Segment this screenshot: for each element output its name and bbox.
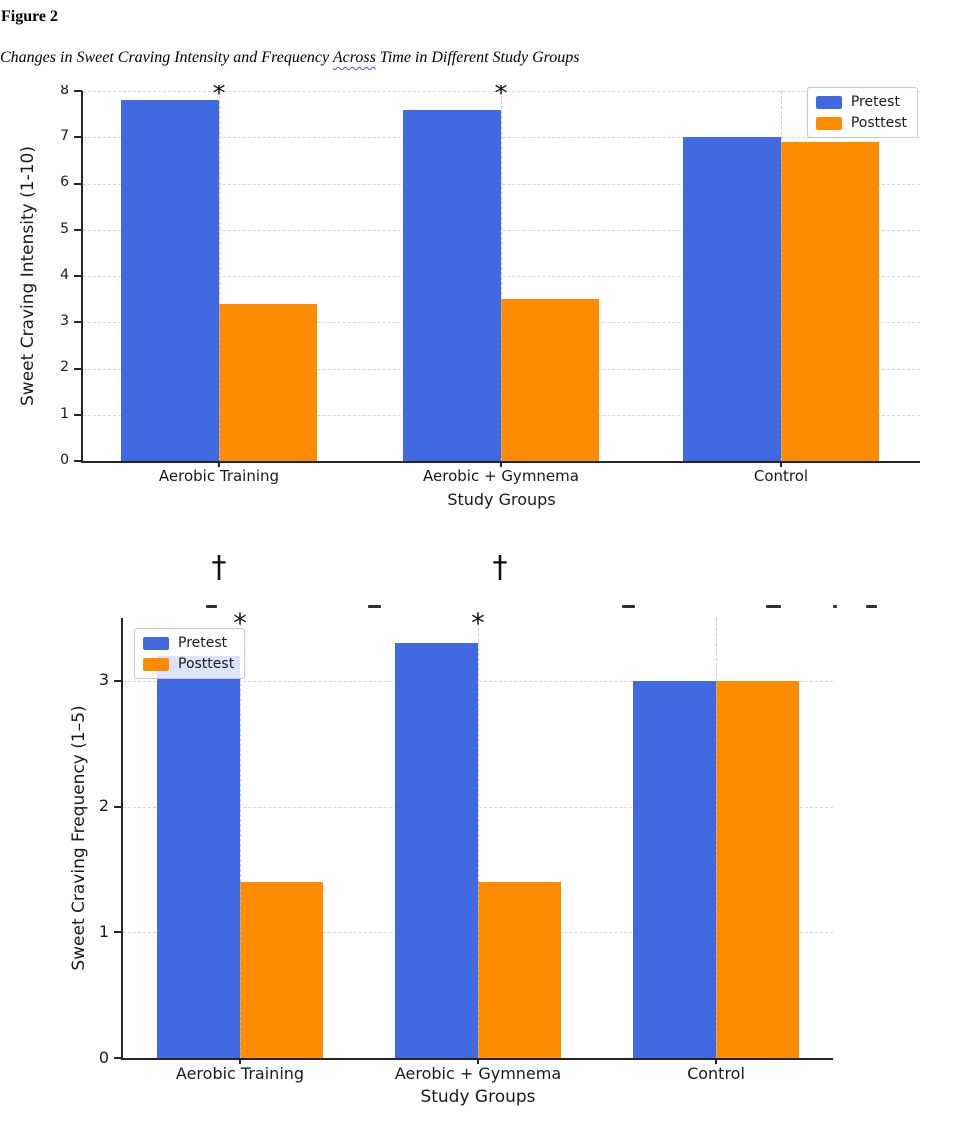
legend: Pretest Posttest	[134, 628, 246, 679]
cropped-title-fragment	[622, 605, 635, 608]
y-axis-title: Sweet Craving Intensity (1-10)	[18, 146, 38, 406]
y-tick-mark	[74, 182, 82, 185]
gridline-vertical	[240, 618, 241, 1058]
legend-label-pretest: Pretest	[178, 635, 228, 651]
gridline-vertical	[478, 618, 479, 1058]
x-axis-title: Study Groups	[420, 1087, 536, 1107]
x-tick-mark	[715, 1058, 717, 1064]
legend-swatch-posttest	[815, 116, 842, 130]
y-tick-label: 3	[60, 313, 69, 330]
gridline-vertical	[219, 91, 220, 461]
y-tick-mark	[74, 90, 82, 92]
y-tick-mark	[74, 367, 82, 370]
x-tick-mark	[218, 461, 220, 467]
y-tick-label: 1	[98, 921, 109, 941]
y-tick-label: 1	[60, 405, 69, 422]
x-tick-mark	[477, 1058, 479, 1064]
legend-swatch-pretest	[143, 636, 169, 650]
caption-text-suffix: Time in Different Study Groups	[375, 49, 580, 66]
x-axis-title: Study Groups	[447, 490, 556, 509]
x-tick-label-aerobic-training: Aerobic Training	[175, 1064, 305, 1083]
y-axis-spine	[81, 91, 83, 461]
y-tick-mark	[114, 679, 122, 682]
legend-item-posttest: Posttest	[815, 115, 907, 131]
cropped-title-fragment	[766, 605, 781, 608]
y-tick-label: 6	[60, 174, 69, 191]
bar-pretest-aerobic-gymnema	[395, 643, 478, 1058]
legend-swatch-pretest	[815, 95, 842, 109]
intensity-chart-plot: 0 1 2 3 4 5 6 7 8 Aerobic Training Aerobic + Gymne…	[18, 85, 920, 509]
dagger-symbol-aerobic-gymnema: †	[492, 550, 508, 585]
frequency-chart-plot: 0 1 2 3 Aerobic Training Aerobic + Gymnema Con…	[69, 610, 833, 1107]
x-tick-label-aerobic-gymnema: Aerobic + Gymnema	[394, 1064, 562, 1083]
bar-pretest-aerobic-training	[121, 100, 219, 461]
cropped-title-fragment	[368, 605, 381, 608]
legend-item-posttest: Posttest	[143, 656, 234, 672]
y-tick-label: 8	[60, 85, 69, 98]
cropped-title-fragment	[206, 605, 217, 608]
bar-posttest-aerobic-gymnema	[501, 299, 599, 461]
gridline-vertical	[501, 91, 502, 461]
y-tick-mark	[74, 321, 82, 324]
y-tick-mark	[74, 275, 82, 277]
significance-asterisk: *	[212, 85, 226, 109]
caption-text-prefix: Changes in Sweet Craving Intensity and F…	[0, 49, 333, 66]
cropped-title-fragment	[833, 605, 837, 608]
y-tick-mark	[74, 413, 82, 416]
x-tick-mark	[780, 461, 782, 467]
significance-asterisk: *	[471, 608, 485, 639]
y-axis-title: Sweet Craving Frequency (1–5)	[69, 705, 89, 971]
gridline-vertical	[716, 618, 717, 1058]
legend-label-posttest: Posttest	[178, 656, 235, 672]
y-tick-label: 3	[98, 670, 109, 690]
frequency-chart-figure: 0 1 2 3 Aerobic Training Aerobic + Gymnema Con…	[0, 598, 961, 1124]
bar-pretest-aerobic-training	[157, 655, 240, 1058]
bar-pretest-control	[683, 137, 781, 461]
y-tick-label: 7	[60, 128, 69, 145]
x-tick-mark	[500, 461, 502, 467]
x-tick-label-aerobic-training: Aerobic Training	[158, 467, 280, 485]
bar-posttest-aerobic-training	[240, 882, 323, 1058]
x-tick-mark	[239, 1058, 241, 1064]
cropped-title-fragment	[866, 605, 877, 608]
y-tick-label: 2	[98, 796, 109, 816]
y-tick-label: 5	[60, 220, 69, 237]
bar-posttest-aerobic-gymnema	[478, 882, 561, 1058]
x-tick-label-control: Control	[687, 1064, 745, 1083]
y-axis-spine	[121, 618, 123, 1058]
bar-pretest-aerobic-gymnema	[403, 109, 501, 461]
y-tick-mark	[114, 1057, 122, 1059]
figure-caption: Changes in Sweet Craving Intensity and F…	[0, 49, 580, 67]
significance-asterisk: *	[494, 85, 508, 109]
y-tick-mark	[74, 136, 82, 139]
bar-pretest-control	[633, 680, 716, 1058]
legend: Pretest Posttest	[806, 87, 918, 138]
y-tick-label: 2	[60, 359, 69, 376]
x-tick-label-aerobic-gymnema: Aerobic + Gymnema	[423, 467, 579, 485]
figure-label: Figure 2	[1, 8, 59, 25]
intensity-chart-figure: 0 1 2 3 4 5 6 7 8 Aerobic Training Aerobic + Gymne…	[0, 85, 961, 510]
legend-label-pretest: Pretest	[850, 94, 900, 110]
y-tick-label: 4	[60, 266, 69, 283]
bar-posttest-control	[781, 141, 879, 461]
y-tick-mark	[74, 460, 82, 462]
bar-posttest-aerobic-training	[219, 303, 317, 461]
legend-swatch-posttest	[143, 657, 169, 671]
y-tick-mark	[74, 228, 82, 231]
gridline-vertical	[781, 91, 782, 461]
y-tick-label: 0	[60, 451, 69, 468]
y-tick-mark	[114, 805, 122, 808]
legend-label-posttest: Posttest	[850, 115, 907, 131]
legend-item-pretest: Pretest	[143, 635, 234, 651]
y-tick-label: 0	[98, 1047, 109, 1067]
caption-misspelled-word: Across	[332, 49, 376, 66]
y-tick-mark	[114, 931, 122, 934]
bar-posttest-control	[716, 680, 799, 1058]
x-tick-label-control: Control	[753, 467, 809, 485]
legend-item-pretest: Pretest	[815, 94, 907, 110]
dagger-symbol-aerobic-training: †	[211, 550, 227, 585]
